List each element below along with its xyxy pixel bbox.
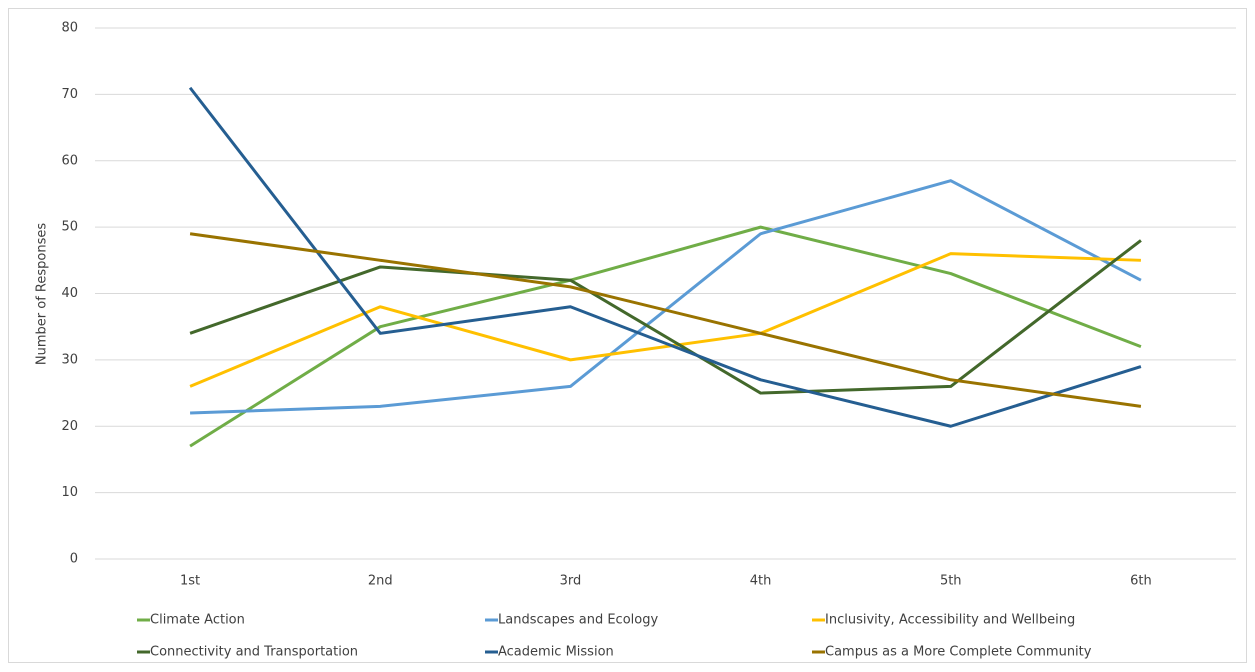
y-axis-label: Number of Responses [35,223,50,365]
y-tick-label: 50 [61,220,78,235]
x-tick-label: 3rd [560,574,582,589]
y-tick-label: 80 [61,21,78,36]
y-tick-label: 20 [61,419,78,434]
legend-label: Campus as a More Complete Community [825,645,1092,660]
series-line [189,225,1142,448]
x-tick-label: 1st [180,574,200,589]
x-tick-label: 4th [750,574,772,589]
x-tick-label: 2nd [368,574,393,589]
legend-label: Inclusivity, Accessibility and Wellbeing [825,613,1075,628]
series-line [188,86,1142,428]
x-tick-label: 5th [940,574,962,589]
legend-label: Climate Action [150,613,245,628]
legend-label: Landscapes and Ecology [498,613,658,628]
legend-label: Connectivity and Transportation [150,645,358,660]
y-tick-label: 60 [61,153,78,168]
legend-label: Academic Mission [498,645,614,660]
chart-border [8,8,1247,663]
y-tick-label: 70 [61,87,78,102]
y-tick-label: 10 [61,485,78,500]
x-tick-label: 6th [1130,574,1152,589]
series-line [189,239,1142,395]
series-line [189,232,1142,408]
y-tick-label: 0 [70,552,78,567]
y-tick-label: 40 [61,286,78,301]
y-tick-label: 30 [61,352,78,367]
series-line [189,252,1141,388]
